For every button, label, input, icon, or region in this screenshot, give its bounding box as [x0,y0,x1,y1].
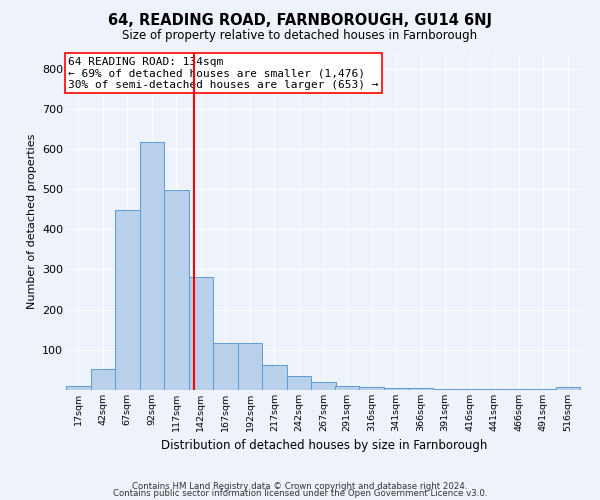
Bar [384,388,409,390]
Bar [91,369,115,390]
Text: Contains public sector information licensed under the Open Government Licence v3: Contains public sector information licen… [113,490,487,498]
Text: 64, READING ROAD, FARNBOROUGH, GU14 6NJ: 64, READING ROAD, FARNBOROUGH, GU14 6NJ [108,12,492,28]
Bar [506,389,531,390]
Bar [433,389,457,390]
Bar [140,142,164,390]
Bar [531,389,556,390]
Bar [556,387,580,390]
Text: 64 READING ROAD: 134sqm
← 69% of detached houses are smaller (1,476)
30% of semi: 64 READING ROAD: 134sqm ← 69% of detache… [68,56,379,90]
Bar [409,388,433,390]
Text: Contains HM Land Registry data © Crown copyright and database right 2024.: Contains HM Land Registry data © Crown c… [132,482,468,491]
Bar [359,387,384,390]
Y-axis label: Number of detached properties: Number of detached properties [26,134,37,309]
Bar [482,389,506,390]
Bar [311,382,336,390]
Bar [287,376,311,390]
Bar [262,365,287,390]
Text: Size of property relative to detached houses in Farnborough: Size of property relative to detached ho… [122,29,478,42]
Bar [238,344,262,390]
Bar [213,344,238,390]
Bar [335,386,359,390]
Bar [66,386,91,390]
Bar [188,276,213,390]
Bar [115,210,140,390]
X-axis label: Distribution of detached houses by size in Farnborough: Distribution of detached houses by size … [161,440,487,452]
Bar [457,389,482,390]
Bar [164,190,188,390]
